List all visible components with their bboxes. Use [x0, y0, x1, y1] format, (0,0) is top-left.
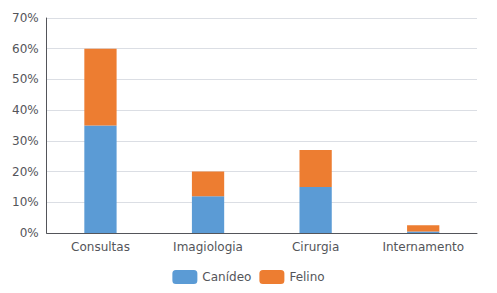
- svg-text:Cirurgia: Cirurgia: [292, 240, 339, 254]
- svg-text:Internamento: Internamento: [382, 240, 464, 254]
- svg-text:Imagiologia: Imagiologia: [173, 240, 243, 254]
- svg-text:40%: 40%: [12, 103, 39, 117]
- svg-text:0%: 0%: [20, 226, 39, 240]
- svg-text:20%: 20%: [12, 165, 39, 179]
- svg-text:50%: 50%: [12, 72, 39, 86]
- svg-text:30%: 30%: [12, 134, 39, 148]
- svg-text:Consultas: Consultas: [71, 240, 130, 254]
- svg-text:Canídeo: Canídeo: [202, 270, 251, 284]
- svg-text:60%: 60%: [12, 42, 39, 56]
- svg-text:Felino: Felino: [289, 270, 324, 284]
- svg-text:70%: 70%: [12, 11, 39, 25]
- svg-text:10%: 10%: [12, 195, 39, 209]
